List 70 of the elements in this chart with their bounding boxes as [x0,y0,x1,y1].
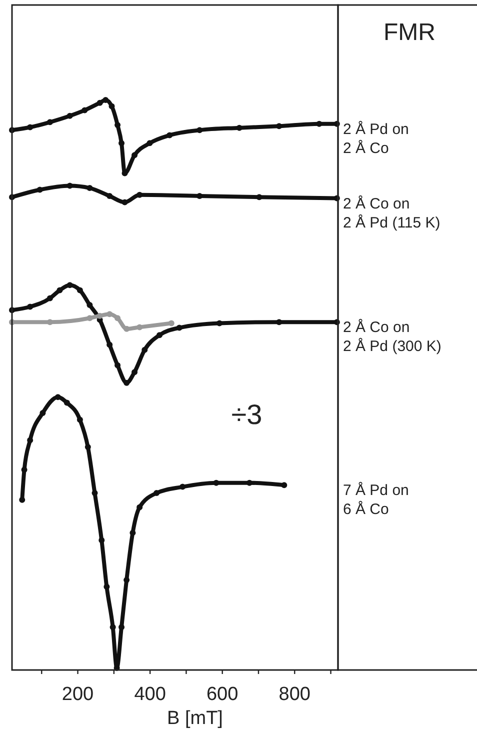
point [66,182,73,189]
point [156,332,162,338]
series-label: 2 Å Pd on 2 Å Co [343,120,409,157]
point [82,107,88,114]
point [118,140,125,146]
point [27,124,34,130]
point [108,103,115,110]
point [66,112,73,119]
point [98,537,105,544]
point [66,282,73,288]
point [136,324,143,330]
point [106,311,113,318]
point [54,394,61,400]
point [122,199,128,206]
x-axis-title: B [mT] [167,708,223,729]
point [76,416,83,423]
point [92,490,98,496]
point [118,624,125,630]
point [136,504,143,510]
point [130,530,136,536]
series-label: 2 Å Co on 2 Å Pd (115 K) [343,194,440,232]
point [104,584,110,590]
point [46,119,53,126]
point [124,380,130,386]
point [86,315,93,322]
point [213,480,220,486]
point [236,124,242,131]
point [132,152,138,158]
point [86,302,93,308]
point [180,484,186,490]
point [146,140,153,146]
point [27,304,34,310]
point [36,186,43,193]
point [84,444,91,450]
point [166,132,173,138]
point [102,97,109,103]
point [56,287,63,294]
x-tick-label: 400 [134,684,166,705]
point [21,466,28,473]
text: 7 Å Pd on 6 Å Co [343,481,409,518]
point [114,315,121,322]
point [64,400,70,406]
point [132,369,138,376]
point [114,362,121,368]
x-tick-label: 600 [206,684,238,705]
point [40,410,46,416]
point [96,100,103,106]
annotation: ÷3 [231,398,262,430]
point [176,324,182,331]
point [216,320,222,326]
series-label: 2 Å Co on 2 Å Pd (300 K) [343,318,442,356]
point [256,194,262,200]
point [168,320,174,326]
point [96,312,103,319]
point [114,122,121,128]
text: FMR [384,19,436,46]
point [106,342,113,348]
point [142,346,148,353]
point [281,482,288,488]
point [86,185,93,192]
point [110,624,116,630]
x-tick-label: 800 [278,684,310,705]
point [76,287,83,294]
x-tick-label: 200 [62,684,94,705]
point [46,295,53,302]
point [106,192,113,199]
point [196,127,203,134]
point [27,437,34,444]
point [154,490,160,496]
point [316,120,322,127]
